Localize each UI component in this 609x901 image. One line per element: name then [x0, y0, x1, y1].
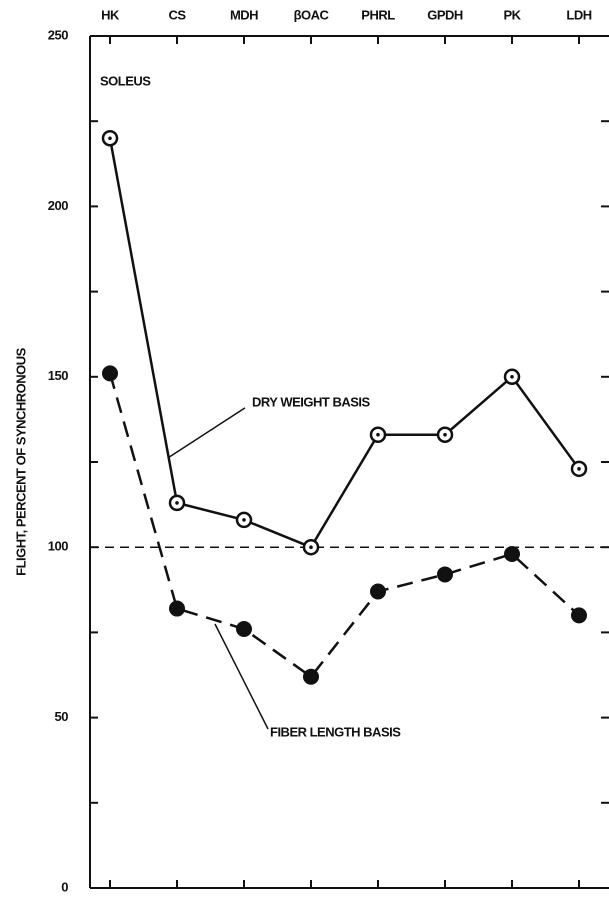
y-tick-label: 50: [55, 709, 69, 724]
marker: [504, 546, 520, 563]
x-tick-label: HK: [101, 7, 120, 22]
series-line: [108, 138, 581, 549]
marker-dot: [510, 375, 514, 379]
series-label: FIBER LENGTH BASIS: [270, 724, 401, 739]
marker: [370, 583, 386, 600]
marker-dot: [242, 518, 246, 522]
marker-dot: [577, 467, 581, 471]
x-tick-label: MDH: [230, 7, 258, 22]
marker-dot: [108, 136, 112, 141]
x-tick-label: CS: [168, 7, 186, 22]
marker: [571, 607, 587, 624]
chart-title: SOLEUS: [100, 73, 151, 88]
leader-line: [214, 623, 269, 730]
x-tick-label: PK: [503, 7, 521, 22]
y-tick-label: 100: [48, 539, 68, 554]
y-tick-label: 200: [48, 198, 68, 213]
marker: [303, 668, 319, 685]
leader-line: [167, 407, 246, 459]
x-tick-label: PHRL: [361, 7, 395, 22]
marker-dot: [376, 432, 380, 437]
y-tick-label: 250: [48, 27, 68, 42]
marker-dot: [443, 432, 447, 437]
x-tick-label: βOAC: [294, 7, 330, 22]
y-tick-label: 0: [61, 879, 68, 894]
marker-dot: [309, 545, 313, 549]
x-tick-label: LDH: [566, 7, 591, 22]
x-tick-label: GPDH: [427, 7, 463, 22]
marker-dot: [175, 501, 179, 505]
y-tick-label: 150: [48, 368, 68, 383]
series-label: DRY WEIGHT BASIS: [252, 394, 371, 409]
series-line: [108, 373, 580, 679]
marker: [169, 600, 185, 617]
marker: [102, 365, 118, 382]
marker: [236, 620, 252, 637]
marker: [437, 566, 453, 583]
y-axis-label: FLIGHT, PERCENT OF SYNCHRONOUS: [13, 347, 28, 576]
